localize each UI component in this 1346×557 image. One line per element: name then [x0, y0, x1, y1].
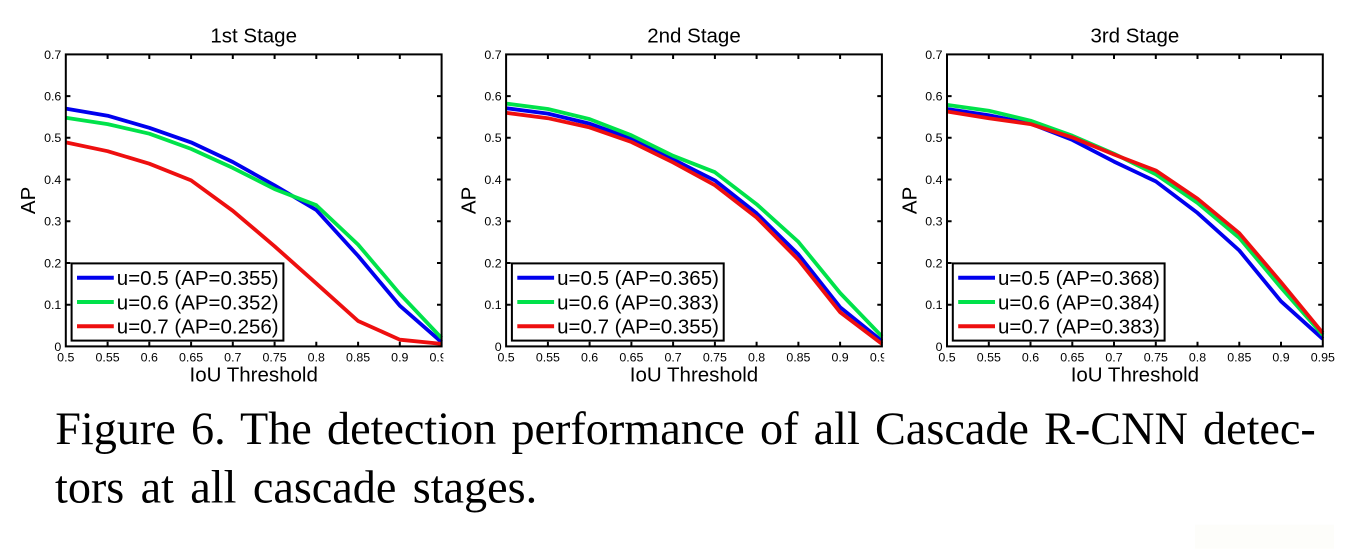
svg-text:IoU Threshold: IoU Threshold [190, 364, 318, 387]
svg-text:0.8: 0.8 [308, 350, 325, 364]
svg-text:0.5: 0.5 [44, 131, 61, 145]
svg-text:0.95: 0.95 [430, 350, 454, 364]
svg-text:0.3: 0.3 [484, 215, 501, 229]
svg-text:0: 0 [495, 340, 502, 354]
svg-text:AP: AP [17, 187, 40, 214]
svg-text:u=0.5 (AP=0.365): u=0.5 (AP=0.365) [557, 267, 719, 290]
svg-text:2nd Stage: 2nd Stage [647, 24, 740, 47]
svg-text:0.6: 0.6 [484, 90, 501, 104]
svg-text:u=0.7 (AP=0.256): u=0.7 (AP=0.256) [117, 316, 279, 339]
svg-text:0.85: 0.85 [346, 350, 370, 364]
svg-text:u=0.6 (AP=0.352): u=0.6 (AP=0.352) [117, 291, 279, 314]
svg-text:0.8: 0.8 [1189, 350, 1206, 364]
svg-text:tors at all cascade stages.: tors at all cascade stages. [55, 462, 537, 513]
svg-text:1st Stage: 1st Stage [210, 24, 297, 47]
svg-text:0.65: 0.65 [619, 350, 643, 364]
svg-text:0.95: 0.95 [1311, 350, 1335, 364]
svg-text:0.7: 0.7 [44, 48, 61, 62]
svg-text:0.5: 0.5 [938, 350, 955, 364]
svg-text:0.2: 0.2 [44, 256, 61, 270]
svg-text:AP: AP [898, 187, 921, 214]
svg-text:0.4: 0.4 [925, 173, 942, 187]
svg-text:AP: AP [458, 187, 481, 214]
svg-text:0.7: 0.7 [664, 350, 681, 364]
svg-text:0.7: 0.7 [1105, 350, 1122, 364]
svg-text:0.75: 0.75 [1144, 350, 1168, 364]
svg-text:0.85: 0.85 [1227, 350, 1251, 364]
svg-text:IoU Threshold: IoU Threshold [1071, 364, 1199, 387]
svg-text:0.7: 0.7 [925, 48, 942, 62]
svg-text:0.3: 0.3 [44, 215, 61, 229]
svg-text:u=0.7 (AP=0.383): u=0.7 (AP=0.383) [998, 316, 1160, 339]
svg-text:0.9: 0.9 [1272, 350, 1289, 364]
svg-text:0.6: 0.6 [44, 90, 61, 104]
svg-text:0.85: 0.85 [786, 350, 810, 364]
svg-text:0.1: 0.1 [484, 298, 501, 312]
svg-text:0.65: 0.65 [1060, 350, 1084, 364]
svg-text:0.2: 0.2 [925, 256, 942, 270]
svg-text:0.6: 0.6 [925, 90, 942, 104]
svg-text:0.4: 0.4 [484, 173, 501, 187]
svg-text:0.8: 0.8 [748, 350, 765, 364]
svg-text:0.3: 0.3 [925, 215, 942, 229]
svg-text:0.9: 0.9 [831, 350, 848, 364]
svg-text:0.2: 0.2 [484, 256, 501, 270]
svg-text:0.65: 0.65 [179, 350, 203, 364]
svg-text:0.1: 0.1 [925, 298, 942, 312]
svg-text:0.5: 0.5 [57, 350, 74, 364]
svg-text:0.75: 0.75 [263, 350, 287, 364]
svg-text:0.7: 0.7 [224, 350, 241, 364]
svg-text:Figure 6. The detection perfor: Figure 6. The detection performance of a… [55, 403, 1316, 454]
svg-text:3rd Stage: 3rd Stage [1090, 24, 1179, 47]
svg-text:u=0.7 (AP=0.355): u=0.7 (AP=0.355) [557, 316, 719, 339]
svg-text:0.5: 0.5 [497, 350, 514, 364]
svg-text:0.95: 0.95 [870, 350, 894, 364]
svg-text:0.55: 0.55 [977, 350, 1001, 364]
svg-text:0.6: 0.6 [141, 350, 158, 364]
svg-text:0.6: 0.6 [1022, 350, 1039, 364]
svg-text:0.5: 0.5 [484, 131, 501, 145]
svg-text:0.9: 0.9 [391, 350, 408, 364]
svg-text:u=0.6 (AP=0.383): u=0.6 (AP=0.383) [557, 291, 719, 314]
svg-text:0.4: 0.4 [44, 173, 61, 187]
svg-text:0.5: 0.5 [925, 131, 942, 145]
svg-text:0.55: 0.55 [536, 350, 560, 364]
svg-text:0.55: 0.55 [96, 350, 120, 364]
svg-text:0.1: 0.1 [44, 298, 61, 312]
svg-text:0.7: 0.7 [484, 48, 501, 62]
svg-text:u=0.5 (AP=0.355): u=0.5 (AP=0.355) [117, 267, 279, 290]
svg-text:0: 0 [936, 340, 943, 354]
svg-text:0.75: 0.75 [703, 350, 727, 364]
svg-text:u=0.5 (AP=0.368): u=0.5 (AP=0.368) [998, 267, 1160, 290]
svg-text:0.6: 0.6 [581, 350, 598, 364]
svg-text:0: 0 [54, 340, 61, 354]
svg-text:u=0.6 (AP=0.384): u=0.6 (AP=0.384) [998, 291, 1160, 314]
svg-text:IoU Threshold: IoU Threshold [630, 364, 758, 387]
